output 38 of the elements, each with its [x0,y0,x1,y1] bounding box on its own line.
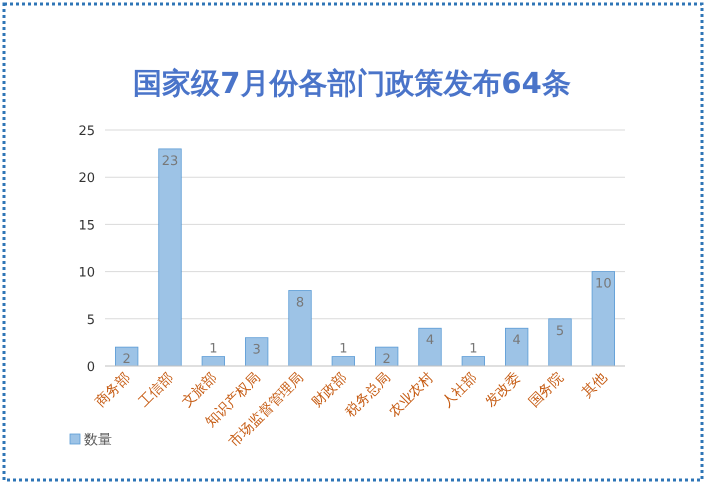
data-label: 1 [469,342,478,357]
bar [462,356,485,366]
bar [592,271,615,366]
bar [115,346,138,366]
x-tick-label: 其他 [579,370,610,401]
data-label: 5 [556,324,564,339]
y-tick-label: 20 [78,171,95,186]
data-label: 2 [382,352,391,368]
y-tick-label: 5 [86,312,95,328]
x-tick-label: 人社部 [439,370,480,411]
bar [245,337,268,366]
legend-label: 数量 [84,432,112,448]
bar [375,346,398,366]
chart-title: 国家级7月份各部门政策发布64条 [133,66,571,100]
bar [202,356,225,366]
x-tick-label: 商务部 [92,370,134,411]
data-label: 4 [512,333,521,348]
data-label: 1 [209,342,218,357]
y-tick-label: 0 [86,360,95,375]
bar [505,328,528,366]
data-label: 3 [252,342,261,358]
data-label: 8 [296,295,304,310]
bar [548,318,572,366]
data-label: 2 [122,352,131,368]
bar [158,148,182,366]
x-tick-label: 发改委 [482,370,524,411]
data-label: 4 [426,333,434,348]
y-tick-label: 10 [78,266,95,281]
data-label: 10 [595,276,612,292]
data-label: 23 [162,154,178,169]
bar [332,356,355,366]
y-tick-label: 15 [78,218,95,234]
x-tick-label: 国务院 [526,370,567,411]
y-tick-label: 25 [78,124,95,139]
bar [418,328,442,366]
x-tick-label: 工信部 [136,370,177,411]
data-label: 1 [339,342,348,357]
bar [288,290,312,366]
